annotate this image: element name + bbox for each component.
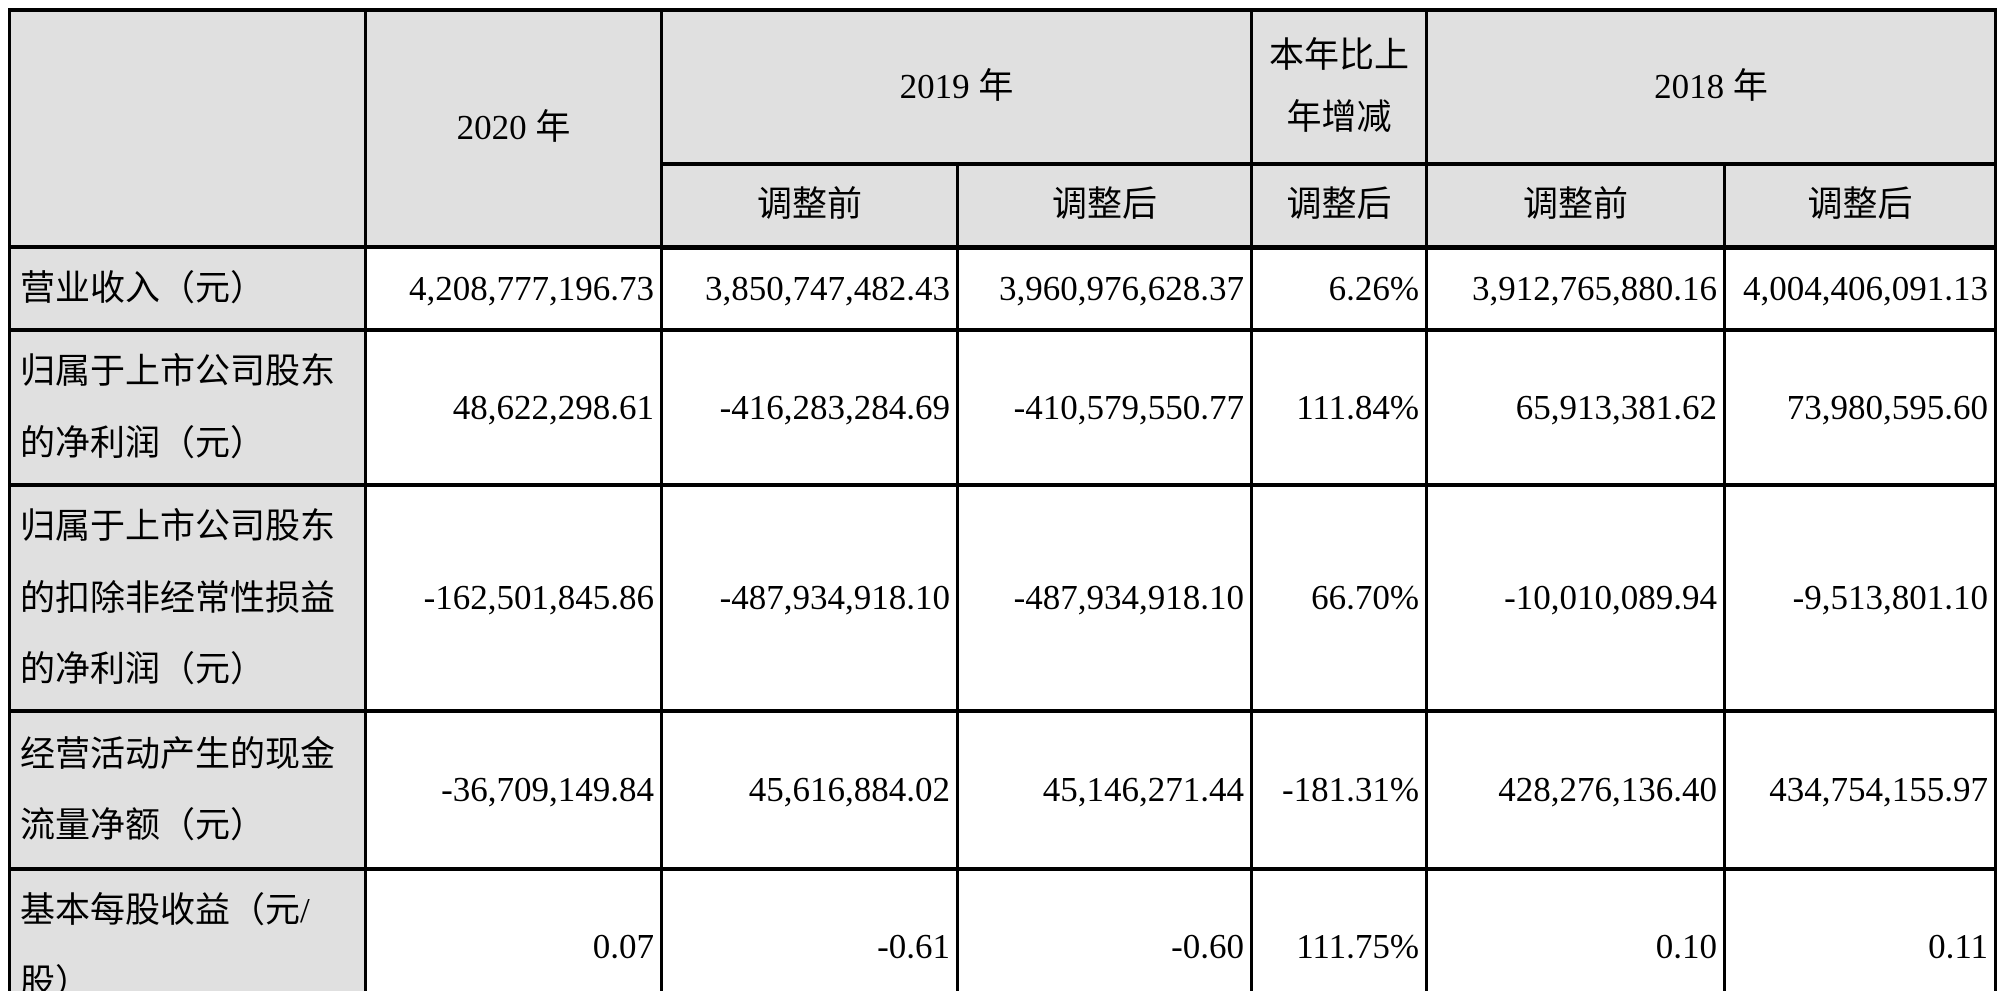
value-cell: 3,850,747,482.43 bbox=[660, 244, 959, 333]
table-row-net-profit-excl-nonrecurring: 归属于上市公司股东 的扣除非经常性损益 的净利润（元） -162,501,845… bbox=[8, 483, 1998, 714]
value-cell: 4,208,777,196.73 bbox=[364, 244, 663, 333]
value-cell: 66.70% bbox=[1250, 483, 1429, 714]
value-cell: 0.10 bbox=[1425, 867, 1727, 991]
header-yoy-change: 本年比上 年增减 bbox=[1250, 8, 1429, 166]
value-cell: 73,980,595.60 bbox=[1723, 328, 1998, 488]
subheader-2018-before-adjustment: 调整前 bbox=[1425, 162, 1727, 250]
table-row-operating-revenue: 营业收入（元） 4,208,777,196.73 3,850,747,482.4… bbox=[8, 244, 1998, 333]
value-cell: -162,501,845.86 bbox=[364, 483, 663, 714]
corner-blank-cell bbox=[8, 8, 367, 249]
subheader-2019-after-adjustment: 调整后 bbox=[955, 162, 1254, 250]
value-cell: 111.84% bbox=[1250, 328, 1429, 488]
row-label: 归属于上市公司股东 的净利润（元） bbox=[8, 328, 367, 488]
value-cell: 434,754,155.97 bbox=[1723, 709, 1998, 872]
row-label: 营业收入（元） bbox=[8, 244, 367, 333]
header-year-2019: 2019 年 bbox=[659, 8, 1254, 166]
key-financials-table: 2020 年 2019 年 本年比上 年增减 2018 年 调整前 调整后 调整… bbox=[8, 8, 1998, 991]
header-year-2018: 2018 年 bbox=[1425, 8, 1998, 166]
row-label: 基本每股收益（元/ 股） bbox=[8, 867, 367, 991]
table-row-operating-cash-flow: 经营活动产生的现金 流量净额（元） -36,709,149.84 45,616,… bbox=[8, 709, 1998, 872]
value-cell: 0.07 bbox=[364, 867, 663, 991]
row-label: 经营活动产生的现金 流量净额（元） bbox=[8, 709, 367, 872]
value-cell: -0.60 bbox=[955, 867, 1254, 991]
value-cell: 65,913,381.62 bbox=[1425, 328, 1727, 488]
value-cell: 428,276,136.40 bbox=[1425, 709, 1727, 872]
value-cell: -416,283,284.69 bbox=[660, 328, 959, 488]
value-cell: 3,912,765,880.16 bbox=[1425, 244, 1727, 333]
value-cell: -487,934,918.10 bbox=[660, 483, 959, 714]
subheader-2018-after-adjustment: 调整后 bbox=[1723, 162, 1998, 250]
value-cell: 3,960,976,628.37 bbox=[955, 244, 1254, 333]
value-cell: -36,709,149.84 bbox=[364, 709, 663, 872]
value-cell: 111.75% bbox=[1250, 867, 1429, 991]
value-cell: -181.31% bbox=[1250, 709, 1429, 872]
value-cell: 4,004,406,091.13 bbox=[1723, 244, 1998, 333]
header-year-2020: 2020 年 bbox=[364, 8, 663, 249]
table-row-basic-eps: 基本每股收益（元/ 股） 0.07 -0.61 -0.60 111.75% 0.… bbox=[8, 867, 1998, 991]
value-cell: 48,622,298.61 bbox=[364, 328, 663, 488]
value-cell: 6.26% bbox=[1250, 244, 1429, 333]
subheader-change-after-adjustment: 调整后 bbox=[1250, 162, 1429, 250]
subheader-2019-before-adjustment: 调整前 bbox=[660, 162, 959, 250]
value-cell: -410,579,550.77 bbox=[955, 328, 1254, 488]
table-row-net-profit-attributable: 归属于上市公司股东 的净利润（元） 48,622,298.61 -416,283… bbox=[8, 328, 1998, 488]
value-cell: -0.61 bbox=[660, 867, 959, 991]
value-cell: -9,513,801.10 bbox=[1723, 483, 1998, 714]
value-cell: 45,616,884.02 bbox=[660, 709, 959, 872]
value-cell: -487,934,918.10 bbox=[955, 483, 1254, 714]
value-cell: 0.11 bbox=[1723, 867, 1998, 991]
row-label: 归属于上市公司股东 的扣除非经常性损益 的净利润（元） bbox=[8, 483, 367, 714]
value-cell: -10,010,089.94 bbox=[1425, 483, 1727, 714]
value-cell: 45,146,271.44 bbox=[955, 709, 1254, 872]
